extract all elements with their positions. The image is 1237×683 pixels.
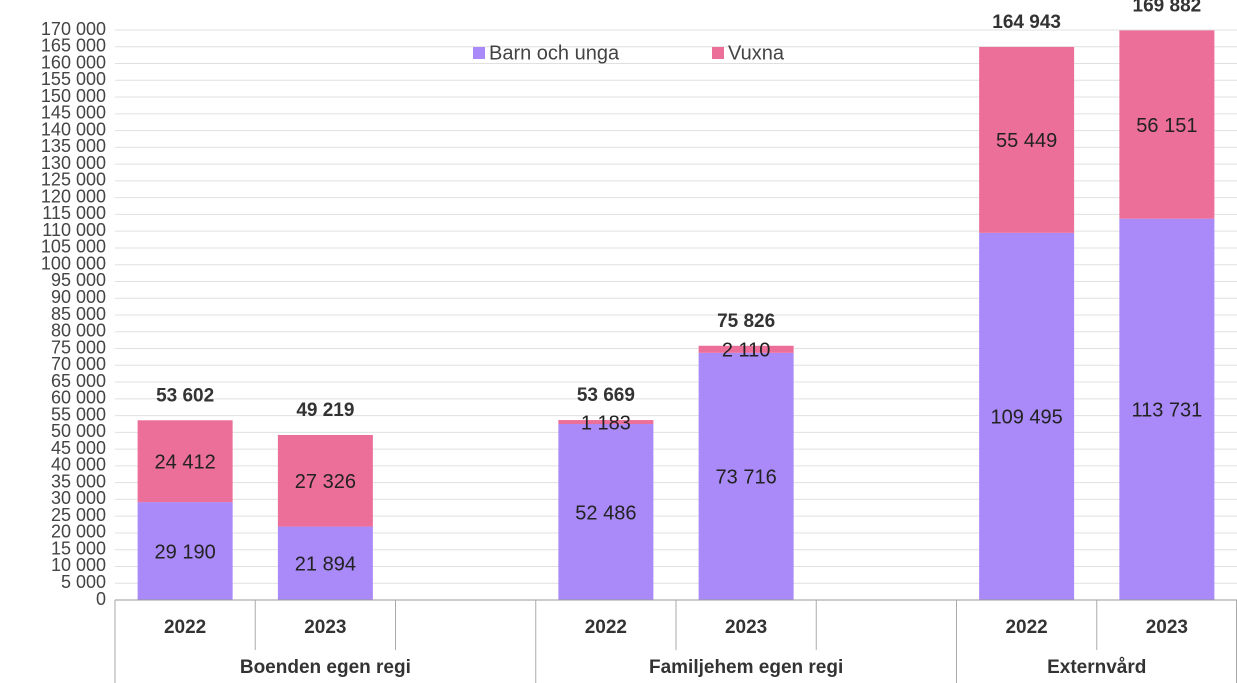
group-label: Externvård (1047, 657, 1146, 678)
legend-label: Vuxna (728, 42, 785, 64)
total-label: 53 669 (577, 385, 635, 406)
y-tick-label: 170 000 (41, 19, 106, 39)
total-label: 53 602 (156, 385, 214, 406)
group-label: Familjehem egen regi (649, 657, 843, 678)
x-tick-label: 2023 (725, 617, 767, 638)
x-tick-label: 2023 (304, 617, 346, 638)
data-label: 52 486 (575, 502, 636, 524)
x-tick-label: 2022 (1005, 617, 1047, 638)
data-label: 73 716 (716, 467, 777, 489)
group-label: Boenden egen regi (240, 657, 411, 678)
chart: 05 00010 00015 00020 00025 00030 00035 0… (0, 0, 1237, 683)
x-tick-label: 2022 (585, 617, 627, 638)
page: 05 00010 00015 00020 00025 00030 00035 0… (0, 0, 1237, 683)
x-tick-label: 2022 (164, 617, 206, 638)
x-tick-label: 2023 (1146, 617, 1188, 638)
legend-swatch (712, 47, 724, 59)
data-label: 24 412 (155, 451, 216, 473)
legend-swatch (473, 47, 485, 59)
data-label: 27 326 (295, 471, 356, 493)
data-label: 55 449 (996, 130, 1057, 152)
total-label: 169 882 (1133, 0, 1202, 16)
total-label: 49 219 (296, 400, 354, 421)
data-label: 2 110 (722, 340, 771, 362)
total-label: 164 943 (992, 12, 1061, 33)
data-label: 21 894 (295, 554, 356, 576)
data-label: 29 190 (155, 541, 216, 563)
data-label: 109 495 (990, 407, 1062, 429)
data-label: 56 151 (1136, 115, 1197, 137)
total-label: 75 826 (717, 311, 775, 332)
data-label: 1 183 (581, 412, 631, 434)
legend-label: Barn och unga (489, 42, 620, 64)
data-label: 113 731 (1131, 400, 1202, 422)
